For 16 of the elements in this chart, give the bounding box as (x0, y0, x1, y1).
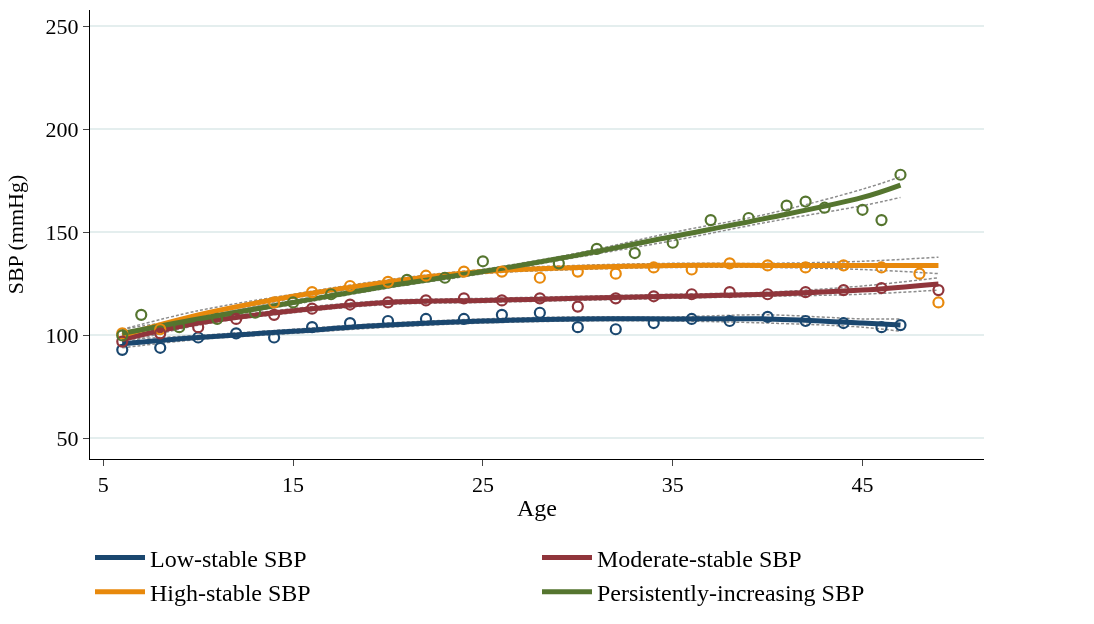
x-tick-label: 25 (471, 472, 494, 498)
y-tick-label: 250 (45, 14, 79, 40)
legend-label: Moderate-stable SBP (597, 545, 802, 572)
legend-label: High-stable SBP (150, 579, 311, 606)
y-tick-label: 150 (45, 220, 79, 246)
x-tick-label: 45 (851, 472, 874, 498)
x-tick-label: 35 (661, 472, 684, 498)
legend-label: Low-stable SBP (150, 545, 307, 572)
y-tick-label: 100 (45, 323, 79, 349)
x-tick-label: 5 (97, 472, 109, 498)
legend-label: Persistently-increasing SBP (597, 579, 865, 606)
y-tick-label: 200 (45, 117, 79, 143)
x-tick-label: 15 (282, 472, 305, 498)
x-axis-title: Age (517, 494, 557, 521)
y-tick-label: 50 (56, 426, 79, 452)
y-axis-title: SBP (mmHg) (3, 174, 29, 295)
